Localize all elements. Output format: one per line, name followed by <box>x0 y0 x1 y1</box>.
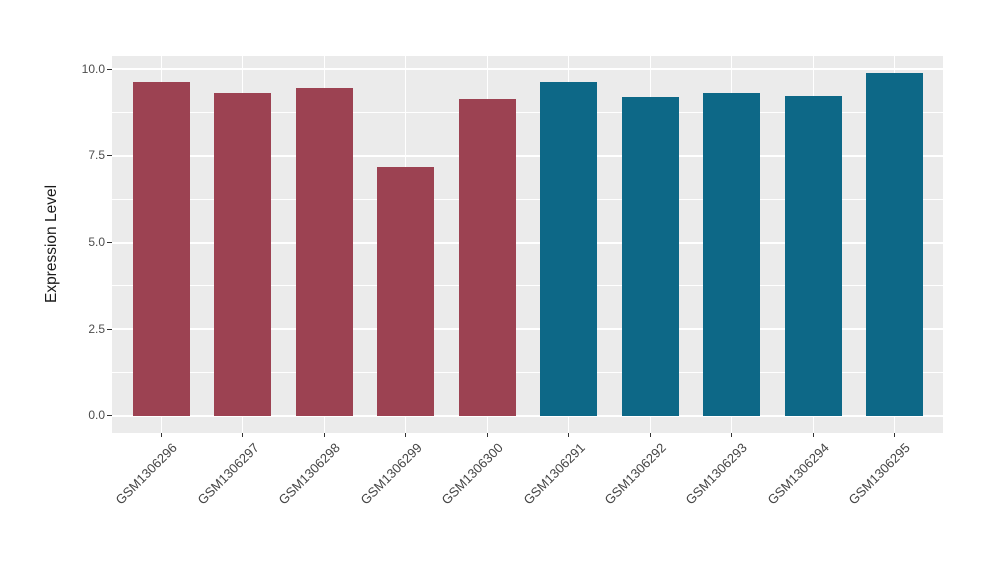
gridline-major <box>112 241 943 244</box>
x-axis-tick <box>242 433 244 437</box>
y-tick-label: 2.5 <box>88 321 105 336</box>
y-tick-label: 5.0 <box>88 235 105 250</box>
gridline-minor <box>112 285 943 287</box>
x-axis-tick <box>486 433 488 437</box>
x-tick-label: GSM1306299 <box>357 440 425 508</box>
bar-GSM1306298 <box>295 88 353 416</box>
y-axis-tick <box>107 242 112 244</box>
x-tick-label: GSM1306295 <box>845 440 914 508</box>
bar-GSM1306293 <box>703 92 761 416</box>
x-tick-label: GSM1306297 <box>194 440 262 508</box>
gridline-major <box>112 154 943 157</box>
y-tick-label: 10.0 <box>81 61 105 76</box>
bar-GSM1306299 <box>377 167 435 416</box>
bar-GSM1306291 <box>540 82 598 416</box>
y-axis-tick <box>107 328 112 330</box>
plot-panel <box>112 56 943 433</box>
x-axis-tick <box>812 433 814 437</box>
x-tick-label: GSM1306291 <box>520 440 588 508</box>
y-tick-label: 0.0 <box>88 408 105 423</box>
gridline-minor <box>112 112 943 114</box>
y-axis-tick <box>107 68 112 70</box>
x-tick-label: GSM1306293 <box>682 440 751 508</box>
x-tick-label: GSM1306300 <box>438 440 506 508</box>
x-axis-tick <box>731 433 733 437</box>
x-axis-tick <box>405 433 407 437</box>
bar-GSM1306294 <box>784 95 842 416</box>
bar-GSM1306292 <box>621 97 679 416</box>
gridline-major <box>112 414 943 417</box>
gridline-major <box>112 68 943 71</box>
x-axis-tick <box>568 433 570 437</box>
gridline-major <box>112 328 943 331</box>
x-axis-tick <box>649 433 651 437</box>
x-tick-label: GSM1306298 <box>275 440 344 508</box>
x-tick-label: GSM1306294 <box>764 440 832 508</box>
y-axis-tick <box>107 415 112 417</box>
x-tick-label: GSM1306296 <box>112 440 181 508</box>
y-tick-label: 7.5 <box>88 148 105 163</box>
bar-GSM1306295 <box>866 73 924 416</box>
x-axis-tick <box>161 433 162 437</box>
x-tick-label: GSM1306292 <box>601 440 669 508</box>
bar-GSM1306297 <box>214 93 272 416</box>
bar-GSM1306296 <box>133 82 190 416</box>
gridline-minor <box>112 372 943 374</box>
gridline-minor <box>112 198 943 200</box>
y-axis-tick <box>107 155 112 157</box>
x-axis-tick <box>894 433 896 437</box>
bar-GSM1306300 <box>458 98 516 416</box>
x-axis-tick <box>323 433 325 437</box>
